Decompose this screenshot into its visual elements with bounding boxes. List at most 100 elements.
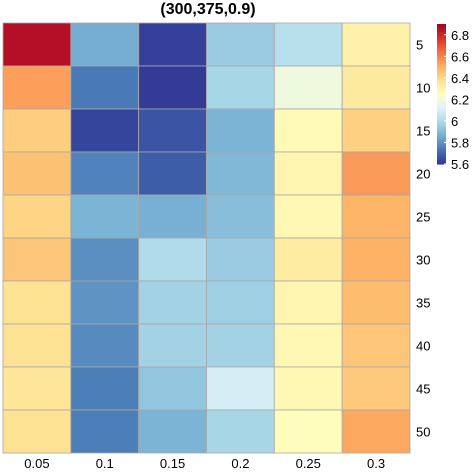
y-tick-label: 30	[416, 253, 430, 268]
heatmap-cell	[273, 366, 343, 411]
colorbar-tick-label: 6.6	[451, 49, 469, 64]
colorbar-segment	[437, 162, 446, 165]
colorbar-segment	[437, 42, 446, 45]
colorbar-segment	[437, 138, 446, 141]
colorbar-tick-label: 6.8	[451, 28, 469, 43]
colorbar-segment	[437, 90, 446, 93]
heatmap-cell	[273, 409, 343, 454]
heatmap-cell	[138, 280, 207, 325]
x-tick-label: 0.1	[96, 456, 114, 471]
colorbar-tick-label: 5.6	[451, 157, 469, 172]
colorbar-tick-label: 5.8	[451, 135, 469, 150]
colorbar-segment	[437, 58, 446, 61]
colorbar-segment	[437, 126, 446, 129]
colorbar-segment	[437, 50, 446, 53]
colorbar-segment	[437, 156, 446, 159]
colorbar-segment	[437, 72, 446, 75]
heatmap-cell	[138, 194, 207, 239]
y-tick-label: 25	[416, 210, 430, 225]
heatmap-cell	[2, 280, 72, 325]
colorbar-segment	[437, 128, 446, 131]
heatmap-cell	[206, 151, 275, 196]
colorbar-segment	[437, 136, 446, 139]
heatmap-cell	[273, 194, 343, 239]
colorbar-segment	[437, 104, 446, 107]
colorbar-segment	[437, 148, 446, 151]
heatmap-cell	[341, 108, 411, 153]
colorbar-segment	[437, 96, 446, 99]
y-tick-label: 35	[416, 296, 430, 311]
colorbar-segment	[437, 32, 446, 35]
y-tick-label: 45	[416, 382, 430, 397]
heatmap-cell	[273, 22, 343, 67]
colorbar-segment	[437, 24, 446, 27]
colorbar-segment	[437, 84, 446, 87]
colorbar: 5.6 5.8 6 6.2 6.4 6.6 6.8	[437, 24, 469, 172]
colorbar-segment	[437, 68, 446, 71]
colorbar-segment	[437, 28, 446, 31]
colorbar-segment	[437, 154, 446, 157]
colorbar-segment	[437, 98, 446, 101]
heatmap-cell	[2, 237, 72, 282]
x-tick-label: 0.3	[367, 456, 385, 471]
colorbar-tick-label: 6.2	[451, 92, 469, 107]
colorbar-segment	[437, 120, 446, 123]
heatmap-cell	[341, 194, 411, 239]
colorbar-segment	[437, 74, 446, 77]
colorbar-segment	[437, 140, 446, 143]
heatmap-cell	[341, 366, 411, 411]
heatmap-cell	[70, 65, 140, 110]
heatmap-cell	[70, 323, 140, 368]
x-tick-label: 0.15	[160, 456, 185, 471]
heatmap-cell	[341, 280, 411, 325]
colorbar-segment	[437, 38, 446, 41]
y-tick-label: 5	[416, 38, 423, 53]
heatmap-cell	[206, 323, 275, 368]
colorbar-segment	[437, 114, 446, 117]
heatmap-cell	[273, 151, 343, 196]
x-tick-label: 0.25	[296, 456, 321, 471]
heatmap-cell	[138, 22, 207, 67]
y-tick-label: 20	[416, 167, 430, 182]
colorbar-segment	[437, 46, 446, 49]
heatmap-cell	[70, 108, 140, 153]
colorbar-segment	[437, 152, 446, 155]
heatmap-cell	[138, 237, 207, 282]
y-tick-label: 10	[416, 81, 430, 96]
colorbar-segment	[437, 144, 446, 147]
heatmap-cell	[2, 194, 72, 239]
colorbar-tick-label: 6.4	[451, 71, 469, 86]
heatmap-cell	[341, 151, 411, 196]
heatmap-cell	[2, 65, 72, 110]
heatmap-cell	[206, 280, 275, 325]
colorbar-segment	[437, 88, 446, 91]
chart-title: (300,375,0.9)	[160, 1, 255, 18]
colorbar-segment	[437, 36, 446, 39]
heatmap-cell	[273, 280, 343, 325]
colorbar-segment	[437, 48, 446, 51]
heatmap-cell	[70, 366, 140, 411]
heatmap-cell	[138, 151, 207, 196]
colorbar-segment	[437, 26, 446, 29]
colorbar-segment	[437, 142, 446, 145]
colorbar-segment	[437, 116, 446, 119]
colorbar-segment	[437, 92, 446, 95]
colorbar-segment	[437, 54, 446, 57]
heatmap-cell	[138, 409, 207, 454]
y-tick-label: 15	[416, 124, 430, 139]
heatmap-cell	[70, 280, 140, 325]
colorbar-segment	[437, 118, 446, 121]
heatmap-cell	[341, 65, 411, 110]
colorbar-segment	[437, 146, 446, 149]
colorbar-segment	[437, 112, 446, 115]
heatmap-cell	[273, 323, 343, 368]
x-tick-label: 0.2	[231, 456, 249, 471]
colorbar-segment	[437, 70, 446, 73]
colorbar-segment	[437, 102, 446, 105]
colorbar-segment	[437, 76, 446, 79]
colorbar-segment	[437, 40, 446, 43]
heatmap-cell	[206, 108, 275, 153]
heatmap-cell	[138, 108, 207, 153]
heatmap-cell	[2, 323, 72, 368]
